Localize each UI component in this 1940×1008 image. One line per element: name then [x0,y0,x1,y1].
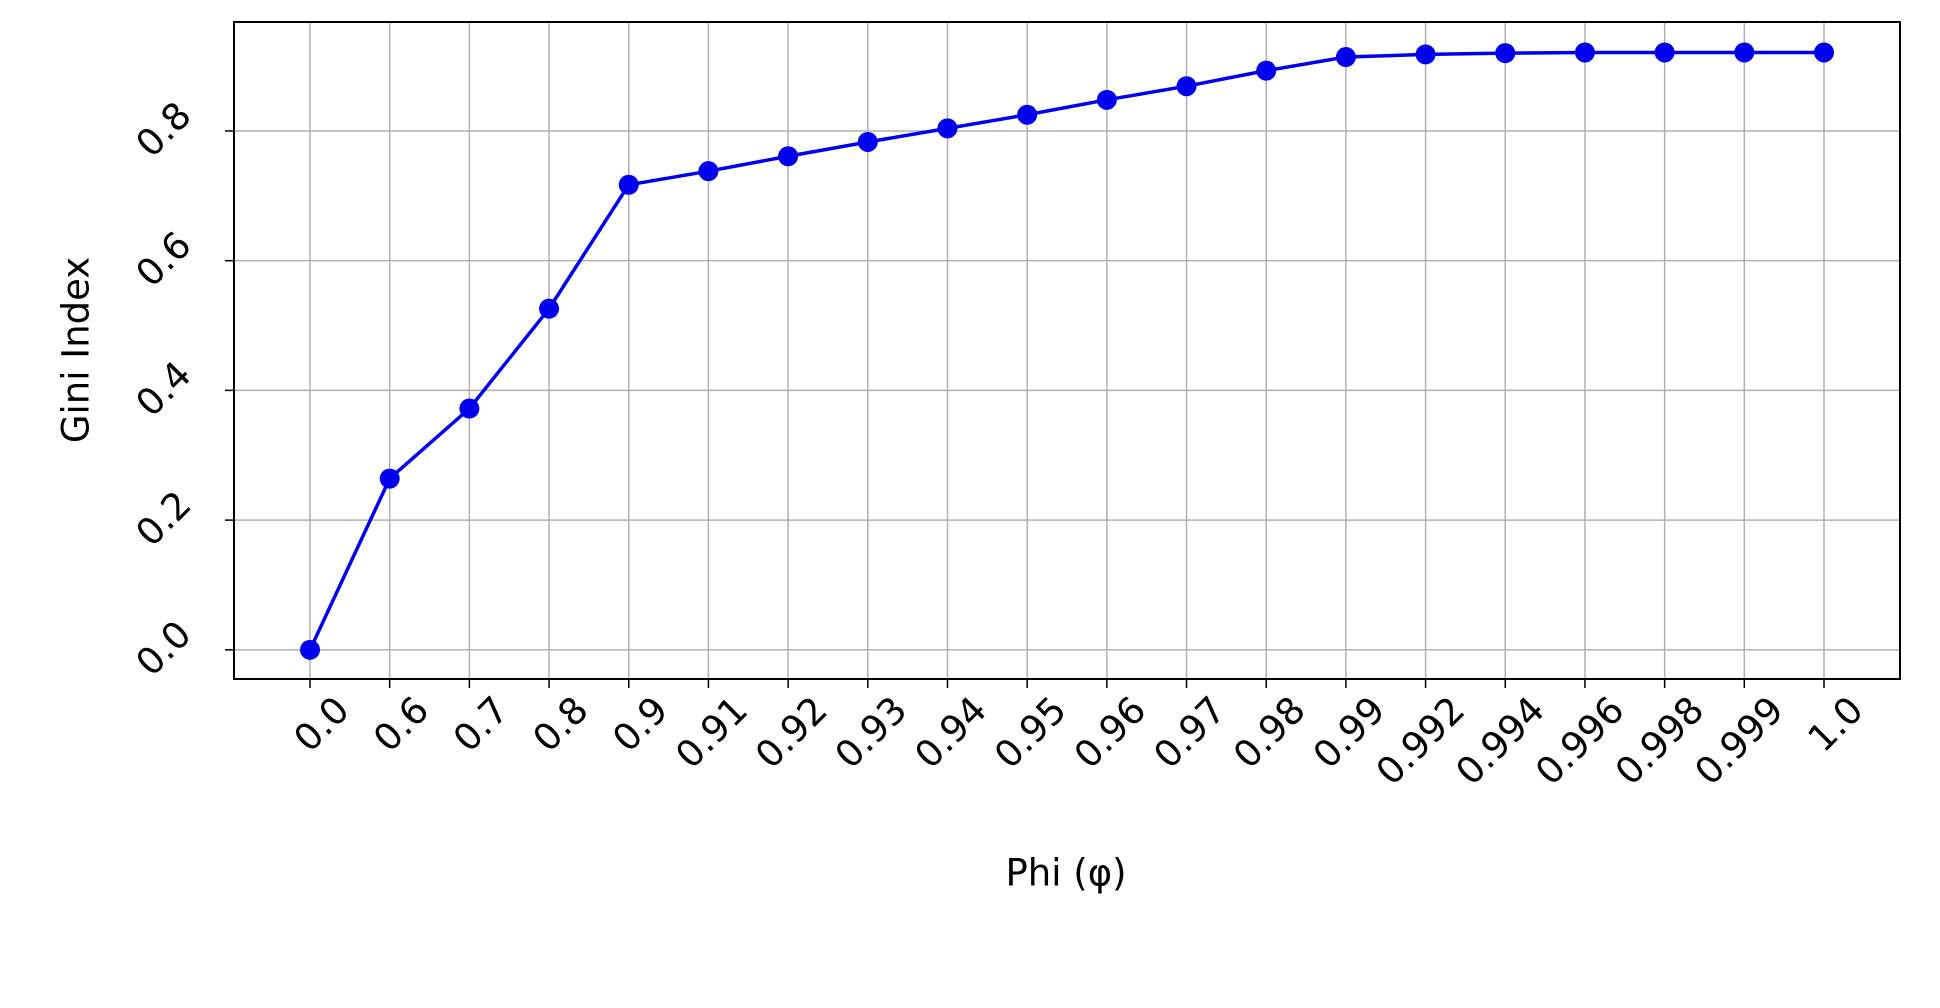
marker [1096,89,1117,110]
x-tick-label: 0.91 [667,688,756,777]
marker [1495,43,1516,64]
x-tick-label: 0.994 [1448,688,1553,793]
marker [300,639,320,660]
x-tick-label: 0.9 [604,688,676,760]
y-axis-label: Gini Index [55,257,98,443]
x-axis-label: Phi (φ) [1005,852,1126,895]
line [308,50,1824,651]
y-tick-label: 0.0 [128,612,200,684]
marker [937,118,958,139]
y-tick-label: 0.2 [128,483,200,555]
marker [698,161,719,182]
marker [1256,60,1277,81]
marker [1574,42,1595,63]
x-tick-label: 1.0 [1800,688,1872,760]
x-tick-label: 0.98 [1225,688,1314,777]
marker [379,468,400,489]
marker [1654,42,1675,63]
marker [778,146,799,167]
marker [857,131,878,152]
marker [1814,42,1834,63]
marker [1415,44,1436,65]
marker [459,398,480,419]
x-tick-label: 0.996 [1527,688,1632,793]
x-tick-label: 0.998 [1607,688,1712,793]
marker [618,174,639,195]
x-tick-label: 0.992 [1368,688,1473,793]
x-tick-label: 0.94 [906,688,995,777]
y-tick-label: 0.8 [128,94,200,166]
marker [1176,76,1197,97]
x-tick-label: 0.93 [827,688,916,777]
x-tick-label: 0.6 [365,688,437,760]
x-tick-label: 0.97 [1145,688,1234,777]
y-tick-label: 0.4 [128,353,200,425]
x-tick-label: 0.95 [986,688,1075,777]
x-tick-label: 0.92 [747,688,836,777]
marker [1017,104,1038,125]
x-tick-label: 0.8 [525,688,597,760]
x-tick-label: 0.7 [445,688,517,760]
marker [1335,47,1356,68]
marker [539,298,560,319]
x-tick-label: 0.0 [286,688,358,760]
x-tick-label: 0.999 [1687,688,1792,793]
x-tick-label: 0.96 [1066,688,1155,777]
y-tick-label: 0.6 [128,223,200,295]
marker [1734,42,1755,63]
plot-frame [233,21,1901,680]
